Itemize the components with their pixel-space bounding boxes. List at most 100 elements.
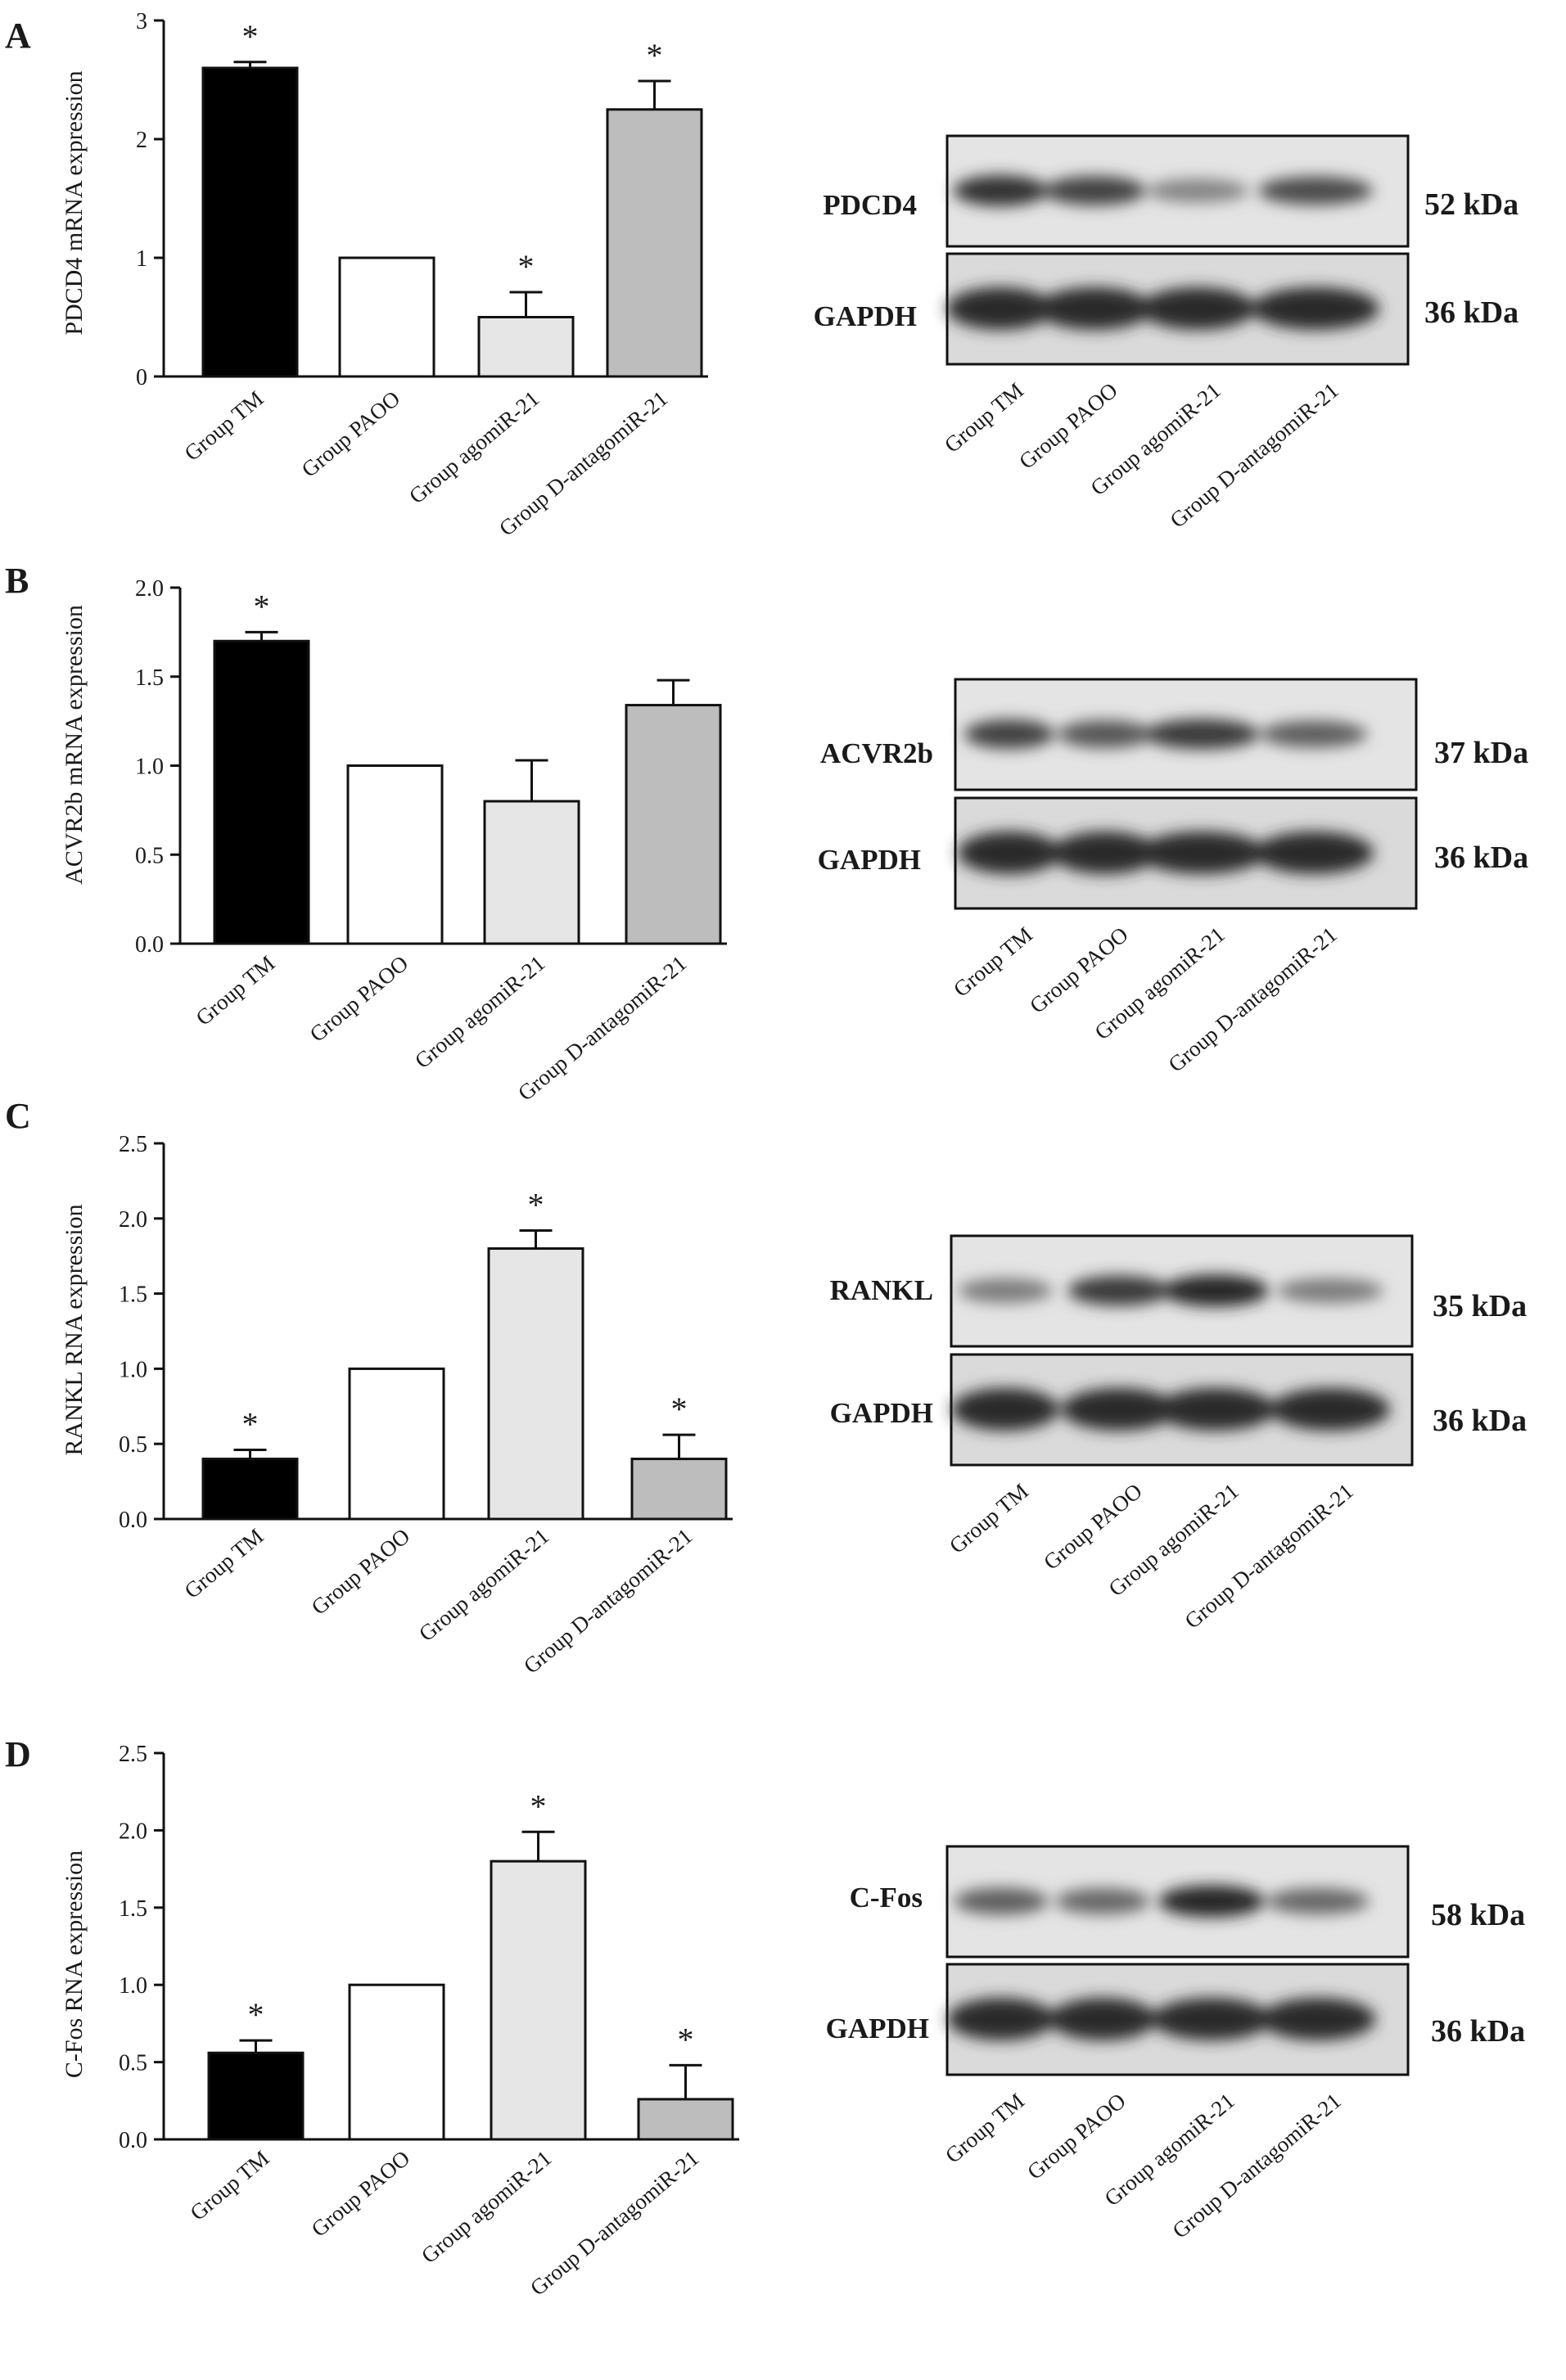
y-tick-label-b: 0.5: [135, 843, 164, 868]
protein-bands-d: [954, 1885, 1370, 1918]
blot-protein-kda-b: 37 kDa: [1434, 736, 1528, 770]
panel-letter-b: B: [5, 561, 29, 601]
loading-band-a-1: [1036, 287, 1153, 330]
significance-mark-c-2: *: [528, 1186, 544, 1223]
loading-band-d-1: [1049, 1998, 1157, 2040]
plot-d: * Group TM Group PAOO * Group agomiR-21 * Grou…: [154, 1751, 739, 2301]
y-tick-label-d: 1.5: [119, 1896, 147, 1922]
blot-protein-kda-a: 52 kDa: [1424, 187, 1519, 222]
x-tick-label-c-0: Group TM: [179, 1524, 268, 1603]
protein-band-c-2: [1162, 1274, 1269, 1307]
blot-c: RANKL GAPDH 35 kDa 36 kDa Group TM Group …: [830, 1234, 1527, 1634]
significance-mark-d-2: *: [530, 1787, 547, 1824]
significance-mark-a-0: *: [242, 18, 259, 55]
blot-protein-label-a: PDCD4: [823, 189, 917, 221]
x-tick-label-a-0: Group TM: [179, 386, 268, 466]
blot-protein-label-c: RANKL: [830, 1274, 933, 1306]
panel-c: C RANKL RNA expression 0.0 0.5 1.0 1.5 2.0 2.…: [5, 1096, 1527, 1679]
plot-a: *Group TM Group PAOO*Group agomiR-21*Grou…: [154, 18, 708, 541]
blot-loading-label-d: GAPDH: [826, 2013, 929, 2044]
bar-d-0: [207, 2051, 305, 2141]
y-tick-label-c: 1.5: [119, 1282, 147, 1308]
blot-loading-kda-a: 36 kDa: [1424, 295, 1519, 330]
loading-band-a-3: [1252, 287, 1379, 330]
blot-group-label-d-3: Group D-antagomiR-21: [1167, 2089, 1345, 2243]
bar-b-0: [213, 639, 310, 945]
blot-loading-kda-d: 36 kDa: [1431, 2014, 1525, 2049]
plot-c: *Group TM Group PAOO*Group agomiR-21*Grou…: [154, 1142, 733, 1679]
bar-a-3: [606, 108, 703, 378]
chart-a: PDCD4 mRNA expression 0 1 2 3 * Group TM Grou…: [61, 9, 708, 541]
blot-group-label-d-0: Group TM: [941, 2089, 1029, 2168]
panel-letter-a: A: [5, 16, 31, 56]
y-tick-label-c: 2.0: [119, 1207, 147, 1233]
x-tick-label-a-2: Group agomiR-21: [404, 386, 544, 509]
y-tick-label-b: 2.0: [135, 576, 164, 602]
y-axis-label-c: RANKL RNA expression: [61, 1204, 88, 1455]
y-axis-label-b: ACVR2b mRNA expression: [61, 605, 88, 885]
protein-bands-a: [953, 175, 1373, 206]
loading-band-b-2: [1138, 832, 1266, 874]
y-tick-label-d: 1.0: [119, 1973, 147, 1999]
x-tick-label-b-0: Group TM: [191, 951, 279, 1030]
bar-b-1: [346, 764, 444, 945]
bar-c-3: [630, 1458, 728, 1521]
blot-protein-label-b: ACVR2b: [820, 737, 933, 769]
y-tick-label-a: 2: [136, 128, 147, 153]
bar-d-3: [637, 2098, 734, 2141]
y-tick-labels-d: 0.0 0.5 1.0 1.5 2.0 2.5: [119, 1742, 147, 2153]
y-axis-label-d: C-Fos RNA expression: [61, 1850, 88, 2078]
blot-loading-label-c: GAPDH: [830, 1397, 933, 1429]
protein-band-c-1: [1067, 1275, 1171, 1306]
blot-a: PDCD4 GAPDH 52 kDa 36 kDa Group TMGroup …: [814, 134, 1519, 533]
significance-mark-c-0: *: [242, 1406, 259, 1443]
x-tick-label-c-2: Group agomiR-21: [414, 1524, 553, 1647]
protein-band-c-3: [1277, 1278, 1383, 1303]
loading-band-c-1: [1061, 1388, 1177, 1431]
loading-band-b-1: [1051, 832, 1159, 874]
y-tick-label-a: 1: [136, 246, 147, 272]
x-tick-label-a-1: Group PAOO: [297, 386, 405, 482]
loading-band-b-3: [1254, 832, 1374, 874]
y-tick-labels-b: 0.0 0.5 1.0 1.5 2.0: [135, 576, 164, 958]
blot-protein-kda-d: 58 kDa: [1431, 1898, 1525, 1932]
y-tick-labels-a: 0 1 2 3: [136, 9, 147, 390]
protein-band-d-1: [1055, 1888, 1150, 1914]
chart-b: ACVR2b mRNA expression 0.0 0.5 1.0 1.5 2.0 *…: [61, 576, 727, 1106]
blot-loading-label-a: GAPDH: [814, 300, 917, 332]
blot-group-label-b-0: Group TM: [949, 922, 1037, 1002]
blot-b: ACVR2b GAPDH 37 kDa 36 kDa Group TMGroup…: [818, 678, 1528, 1077]
bar-c-2: [487, 1247, 584, 1521]
y-tick-label-d: 2.0: [119, 1819, 147, 1844]
y-tick-label-c: 0.0: [119, 1508, 147, 1533]
protein-band-a-0: [953, 175, 1048, 206]
bar-a-0: [201, 66, 299, 378]
y-tick-label-c: 0.5: [119, 1432, 147, 1458]
loading-bands-d: [947, 1998, 1376, 2040]
blot-loading-kda-c: 36 kDa: [1433, 1404, 1527, 1438]
chart-c: RANKL RNA expression 0.00.51.01.52.02.5 …: [61, 1132, 733, 1679]
significance-mark-c-3: *: [671, 1391, 688, 1427]
panel-letter-d: D: [5, 1734, 31, 1774]
y-tick-label-a: 0: [136, 365, 147, 390]
protein-band-a-2: [1146, 178, 1249, 203]
loading-band-c-2: [1156, 1388, 1275, 1431]
x-tick-label-c-1: Group PAOO: [307, 1524, 415, 1620]
protein-band-d-0: [954, 1887, 1049, 1915]
y-tick-label-b: 0.0: [135, 932, 164, 958]
blot-protein-label-d: C-Fos: [850, 1882, 923, 1913]
protein-band-b-1: [1058, 720, 1153, 748]
bar-a-1: [338, 256, 436, 378]
protein-band-b-2: [1144, 719, 1259, 750]
x-tick-label-b-1: Group PAOO: [305, 951, 413, 1047]
blot-group-label-a-0: Group TM: [940, 378, 1028, 458]
bar-a-2: [477, 316, 575, 378]
bar-b-3: [625, 704, 722, 945]
y-tick-label-d: 2.5: [119, 1742, 147, 1767]
loading-band-c-0: [951, 1388, 1059, 1431]
loading-band-c-3: [1270, 1388, 1390, 1431]
y-tick-label-c: 2.5: [119, 1132, 147, 1157]
